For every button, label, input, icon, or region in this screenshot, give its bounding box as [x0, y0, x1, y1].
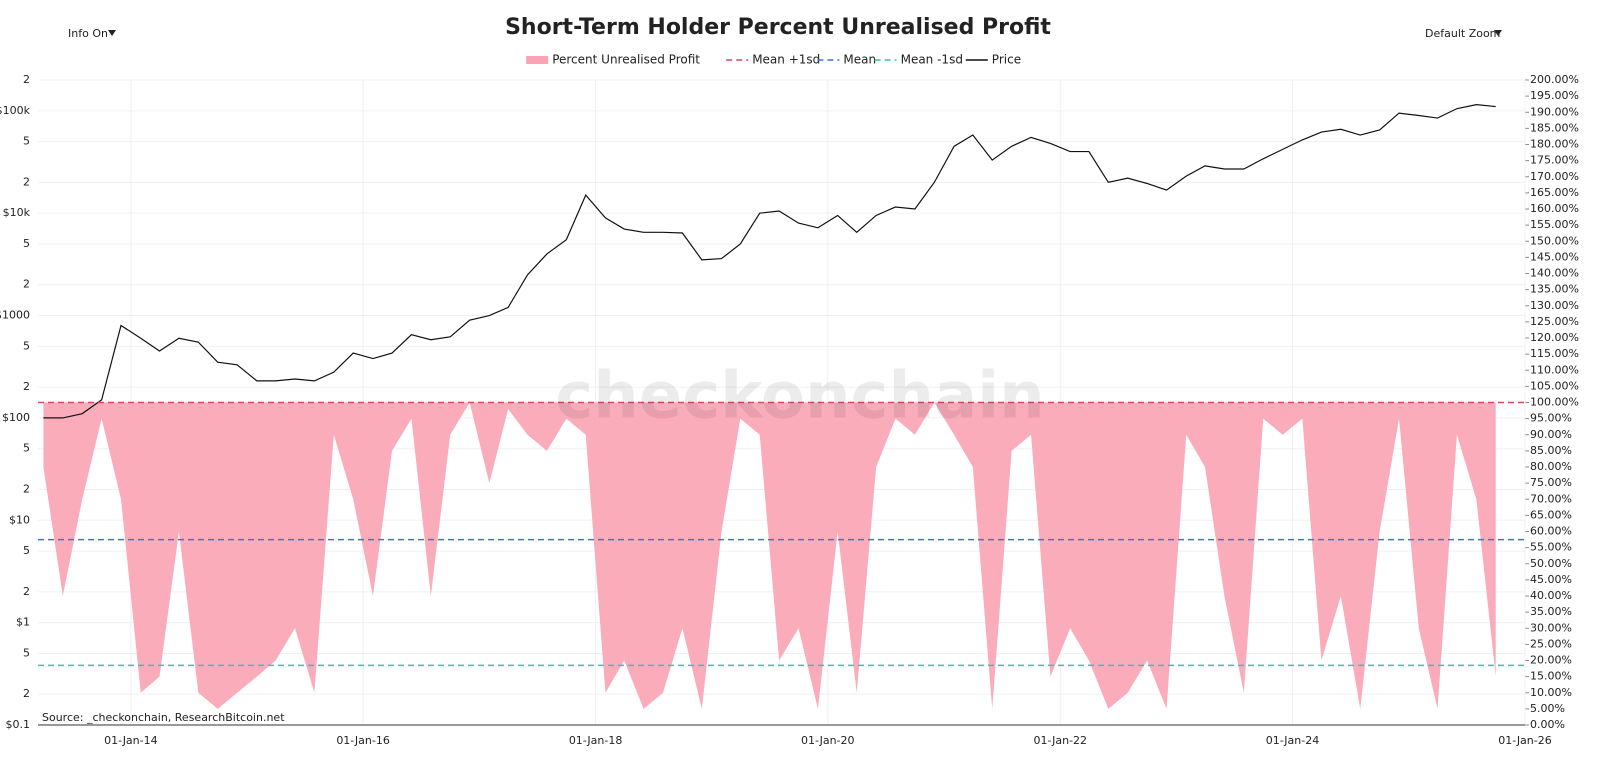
y2-tick-label: 90.00% [1530, 428, 1572, 441]
y-tick-label: 5 [23, 442, 30, 455]
price-line [43, 103, 1496, 419]
y-tick-label: $100 [2, 411, 30, 424]
y-tick-label: $1 [16, 616, 30, 629]
x-tick-label: 01-Jan-26 [1498, 734, 1552, 747]
legend-label: Mean -1sd [901, 53, 963, 67]
zoom-select[interactable]: Default Zoom [1425, 27, 1500, 40]
x-tick-label: 01-Jan-18 [569, 734, 623, 747]
y2-tick-label: 50.00% [1530, 557, 1572, 570]
legend-label: Mean +1sd [752, 53, 820, 67]
y2-tick-label: 55.00% [1530, 541, 1572, 554]
y-tick-label: $10k [3, 206, 31, 219]
dropdown-icon [108, 30, 116, 36]
y2-tick-label: 100.00% [1530, 396, 1579, 409]
y2-tick-label: 140.00% [1530, 267, 1579, 280]
info-toggle[interactable]: Info On [68, 27, 108, 40]
y-tick-label: 2 [23, 380, 30, 393]
y2-tick-label: 85.00% [1530, 444, 1572, 457]
y-tick-label: 2 [23, 482, 30, 495]
y2-tick-label: 175.00% [1530, 154, 1579, 167]
y2-tick-label: 195.00% [1530, 89, 1579, 102]
y2-tick-label: 150.00% [1530, 234, 1579, 247]
y2-tick-label: 20.00% [1530, 654, 1572, 667]
y-tick-label: $10 [9, 513, 30, 526]
y-tick-label: $100k [0, 104, 31, 117]
y2-tick-label: 35.00% [1530, 605, 1572, 618]
chart-title: Short-Term Holder Percent Unrealised Pro… [505, 15, 1051, 40]
y2-tick-label: 145.00% [1530, 250, 1579, 263]
legend-label: Percent Unrealised Profit [552, 53, 700, 67]
y2-tick-label: 170.00% [1530, 170, 1579, 183]
y2-tick-label: 155.00% [1530, 218, 1579, 231]
y2-tick-label: 65.00% [1530, 508, 1572, 521]
y2-tick-label: 200.00% [1530, 73, 1579, 86]
y-tick-label: 2 [23, 73, 30, 86]
legend-label: Price [992, 53, 1021, 67]
y2-tick-label: 30.00% [1530, 621, 1572, 634]
x-tick-label: 01-Jan-22 [1034, 734, 1088, 747]
y-tick-label: 2 [23, 278, 30, 291]
y2-tick-label: 135.00% [1530, 283, 1579, 296]
y2-tick-label: 45.00% [1530, 573, 1572, 586]
y2-tick-label: 75.00% [1530, 476, 1572, 489]
y2-tick-label: 95.00% [1530, 412, 1572, 425]
y2-tick-label: 180.00% [1530, 138, 1579, 151]
y-tick-label: 2 [23, 687, 30, 700]
profit-area [43, 402, 1496, 709]
legend-swatch [526, 56, 549, 64]
legend-label: Mean [843, 53, 876, 67]
dropdown-icon [1494, 30, 1502, 36]
y-tick-label: 5 [23, 237, 30, 250]
y-tick-label: $1000 [0, 309, 30, 322]
y-tick-label: $0.1 [6, 718, 31, 731]
y-tick-label: 5 [23, 544, 30, 557]
y2-tick-label: 185.00% [1530, 121, 1579, 134]
y2-tick-label: 125.00% [1530, 315, 1579, 328]
y2-tick-label: 160.00% [1530, 202, 1579, 215]
plot-area: $0.1 2 5 $1 2 5 $10 2 5 $100 2 5 $1000 2 5 $10k 2 5 $100k 2… [0, 73, 1579, 747]
y2-tick-label: 0.00% [1530, 718, 1565, 731]
y-tick-label: 2 [23, 585, 30, 598]
y2-tick-label: 5.00% [1530, 702, 1565, 715]
y-tick-label: 5 [23, 339, 30, 352]
y2-tick-label: 105.00% [1530, 379, 1579, 392]
y-tick-label: 5 [23, 646, 30, 659]
y2-tick-label: 165.00% [1530, 186, 1579, 199]
x-tick-label: 01-Jan-24 [1266, 734, 1320, 747]
y-tick-label: 5 [23, 135, 30, 148]
y2-tick-label: 130.00% [1530, 299, 1579, 312]
y-tick-label: 2 [23, 175, 30, 188]
y2-tick-label: 10.00% [1530, 686, 1572, 699]
x-tick-label: 01-Jan-16 [336, 734, 390, 747]
watermark: checkonchain [555, 360, 1044, 434]
y2-tick-label: 110.00% [1530, 363, 1579, 376]
y2-tick-label: 15.00% [1530, 670, 1572, 683]
y2-tick-label: 120.00% [1530, 331, 1579, 344]
y2-tick-label: 115.00% [1530, 347, 1579, 360]
y2-tick-label: 190.00% [1530, 105, 1579, 118]
x-tick-label: 01-Jan-14 [104, 734, 158, 747]
x-tick-label: 01-Jan-20 [801, 734, 855, 747]
y2-tick-label: 40.00% [1530, 589, 1572, 602]
y2-tick-label: 80.00% [1530, 460, 1572, 473]
y2-tick-label: 25.00% [1530, 637, 1572, 650]
source-note: Source: _checkonchain, ResearchBitcoin.n… [42, 711, 285, 724]
y2-tick-label: 70.00% [1530, 492, 1572, 505]
y2-tick-label: 60.00% [1530, 525, 1572, 538]
